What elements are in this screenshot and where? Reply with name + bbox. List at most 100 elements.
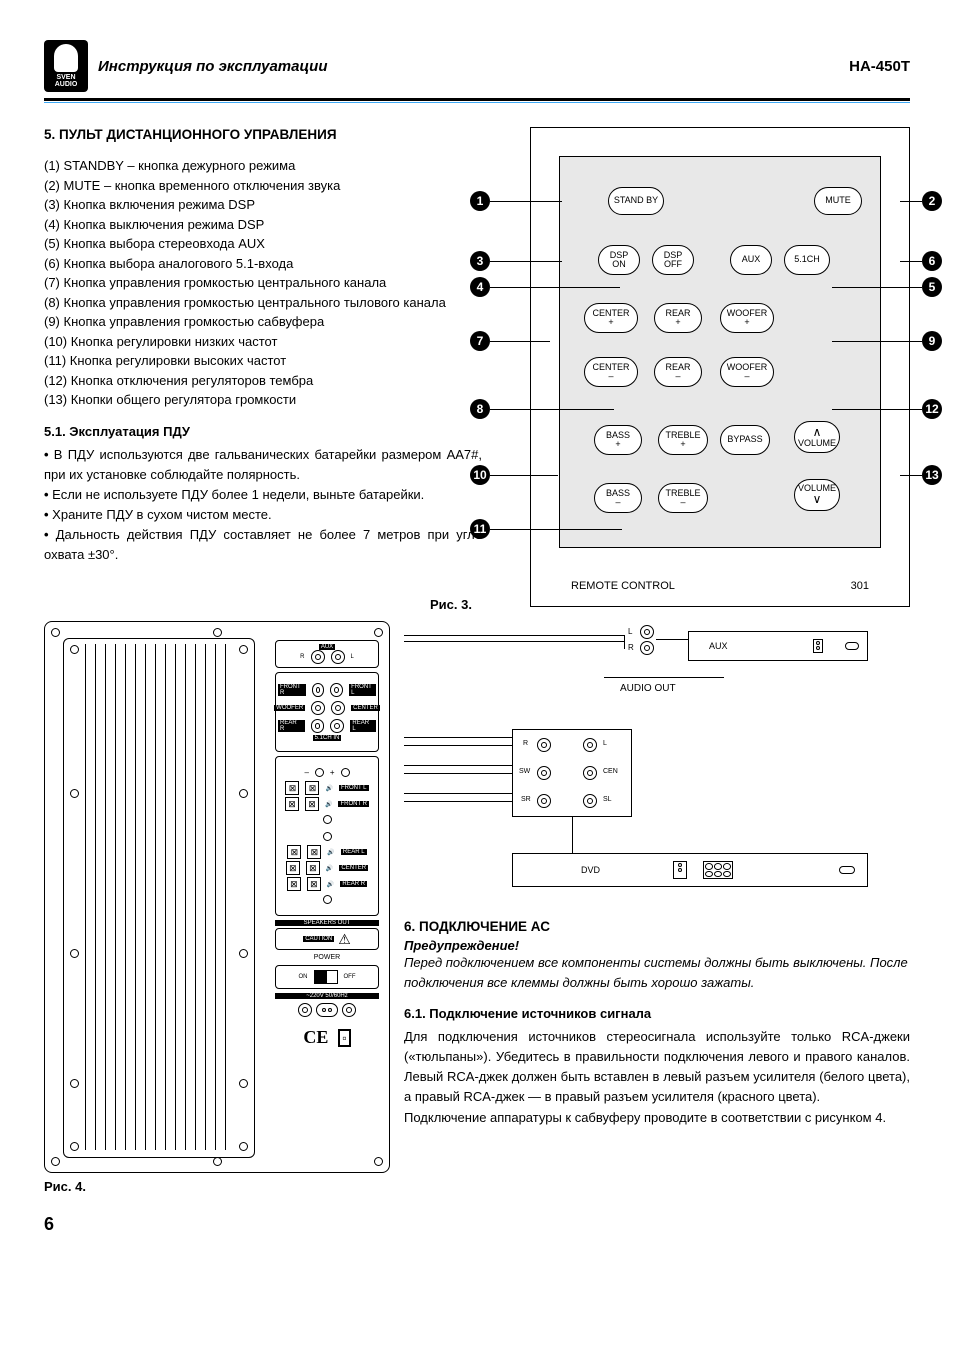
treble-plus-button: TREBLE+	[658, 425, 708, 455]
wire	[404, 635, 624, 636]
dvd-device: DVD	[512, 853, 868, 887]
aux-device: AUX	[688, 631, 868, 661]
power-switch: ON OFF	[275, 965, 379, 989]
channel-l-label: L	[628, 627, 632, 636]
screw-icon	[51, 1157, 60, 1166]
brand-logo: SVEN AUDIO	[44, 40, 88, 92]
model-number: HA-450T	[849, 58, 910, 75]
section-6-heading: 6. ПОДКЛЮЧЕНИЕ АС	[404, 919, 910, 934]
51ch-input: FRONT RFRONT L WOOFERCENTER REAR RREAR L…	[275, 672, 379, 752]
warning-text: Перед подключением все компоненты систем…	[404, 953, 910, 992]
channel-r-label: R	[628, 643, 634, 652]
callout-9: 9	[922, 331, 942, 351]
section-51-heading: 5.1. Эксплуатация ПДУ	[44, 424, 482, 439]
screw-icon	[70, 949, 79, 958]
wire	[404, 801, 512, 802]
figure-3-caption: Рис. 3.	[430, 597, 472, 612]
section-61-para1: Для подключения источников стереосигнала…	[404, 1027, 910, 1108]
51ch-button: 5.1CH	[784, 245, 830, 275]
callout-4: 4	[470, 277, 490, 297]
screw-icon	[213, 628, 222, 637]
callout-13: 13	[922, 465, 942, 485]
manual-title: Инструкция по эксплуатации	[98, 58, 328, 75]
wire	[656, 639, 688, 640]
lead-line	[832, 341, 922, 342]
screw-icon	[374, 628, 383, 637]
standby-button: STAND BY	[608, 187, 664, 215]
volume-down-button: VOLUME∨	[794, 479, 840, 511]
warning-label: Предупреждение!	[404, 938, 910, 953]
remote-footer-left: REMOTE CONTROL	[571, 580, 675, 592]
bullet-item: В ПДУ используются две гальванических ба…	[44, 445, 482, 485]
callout-2: 2	[922, 191, 942, 211]
screw-icon	[239, 949, 248, 958]
ce-mark: CE	[303, 1027, 328, 1048]
wire	[624, 635, 625, 649]
connection-diagram: L R AUX AUDIO OUT R L SW	[404, 621, 910, 907]
rear-plus-button: REAR+	[654, 303, 702, 333]
screw-icon	[51, 628, 60, 637]
center-minus-button: CENTER–	[584, 357, 638, 387]
dvd-output-grid: R L SW CEN SR SL	[512, 729, 632, 817]
wire	[404, 773, 512, 774]
screw-icon	[213, 1157, 222, 1166]
back-panel-diagram: AUX RL FRONT RFRONT L WOOFERCENTER REAR …	[44, 621, 390, 1173]
caution-label: CAUTION⚠	[275, 928, 379, 950]
screw-icon	[70, 1142, 79, 1151]
list-item: (1) STANDBY – кнопка дежурного режима	[44, 156, 482, 176]
logo-text: SVEN AUDIO	[46, 74, 86, 88]
lead-line	[490, 201, 562, 202]
screw-icon	[70, 1079, 79, 1088]
bullet-item: Дальность действия ПДУ составляет не бол…	[44, 525, 482, 565]
center-plus-button: CENTER+	[584, 303, 638, 333]
bass-plus-button: BASS+	[594, 425, 642, 455]
section-61-para2: Подключение аппаратуры к сабвуферу прово…	[404, 1108, 910, 1128]
lead-line	[900, 201, 922, 202]
bass-minus-button: BASS–	[594, 483, 642, 513]
rca-jack-icon	[640, 641, 654, 655]
heatsink	[63, 638, 255, 1158]
callout-3: 3	[470, 251, 490, 271]
ce-mark-row: CE ▫	[275, 1027, 379, 1048]
lead-line	[490, 409, 614, 410]
wire	[404, 745, 512, 746]
list-item: (4) Кнопка выключения режима DSP	[44, 215, 482, 235]
section-6: 6. ПОДКЛЮЧЕНИЕ АС Предупреждение! Перед …	[404, 919, 910, 1128]
page-number: 6	[44, 1214, 910, 1235]
list-item: (8) Кнопка управления громкостью централ…	[44, 293, 482, 313]
callout-5: 5	[922, 277, 942, 297]
io-column: AUX RL FRONT RFRONT L WOOFERCENTER REAR …	[275, 640, 379, 1154]
usage-bullets: В ПДУ используются две гальванических ба…	[44, 445, 482, 566]
screw-icon	[239, 1079, 248, 1088]
power-label: POWER	[275, 954, 379, 961]
lead-line	[832, 409, 922, 410]
wire	[404, 765, 512, 766]
remote-footer: REMOTE CONTROL 301	[531, 580, 909, 592]
lead-line	[900, 475, 922, 476]
section-5-heading: 5. ПУЛЬТ ДИСТАНЦИОННОГО УПРАВЛЕНИЯ	[44, 127, 482, 142]
remote-diagram: STAND BY MUTE DSPON DSPOFF AUX 5.1CH CEN…	[530, 127, 910, 607]
screw-icon	[239, 645, 248, 654]
wire	[604, 677, 724, 678]
list-item: (13) Кнопки общего регулятора громкости	[44, 390, 482, 410]
volume-up-button: ∧VOLUME	[794, 421, 840, 453]
bullet-item: Если не используете ПДУ более 1 недели, …	[44, 485, 482, 505]
audio-out-label: AUDIO OUT	[620, 683, 676, 694]
page-header: SVEN AUDIO Инструкция по эксплуатации HA…	[44, 40, 910, 92]
screw-icon	[239, 789, 248, 798]
list-item: (10) Кнопка регулировки низких частот	[44, 332, 482, 352]
aux-input: AUX RL	[275, 640, 379, 668]
list-item: (6) Кнопка выбора аналогового 5.1-входа	[44, 254, 482, 274]
wire	[404, 793, 512, 794]
section-61-heading: 6.1. Подключение источников сигнала	[404, 1006, 910, 1021]
speakers-out: –+ ⊠⊠🔊FRONT L ⊠⊠🔊FRONT R ⊠⊠🔊REAR L ⊠⊠🔊CE…	[275, 756, 379, 916]
screw-icon	[70, 789, 79, 798]
speakers-out-label: SPEAKERS OUT	[275, 920, 379, 926]
remote-button-list: (1) STANDBY – кнопка дежурного режима (2…	[44, 156, 482, 410]
bullet-item: Храните ПДУ в сухом чистом месте.	[44, 505, 482, 525]
screw-icon	[70, 645, 79, 654]
dsp-on-button: DSPON	[598, 245, 640, 275]
callout-6: 6	[922, 251, 942, 271]
remote-footer-right: 301	[851, 580, 869, 592]
screw-icon	[239, 1142, 248, 1151]
